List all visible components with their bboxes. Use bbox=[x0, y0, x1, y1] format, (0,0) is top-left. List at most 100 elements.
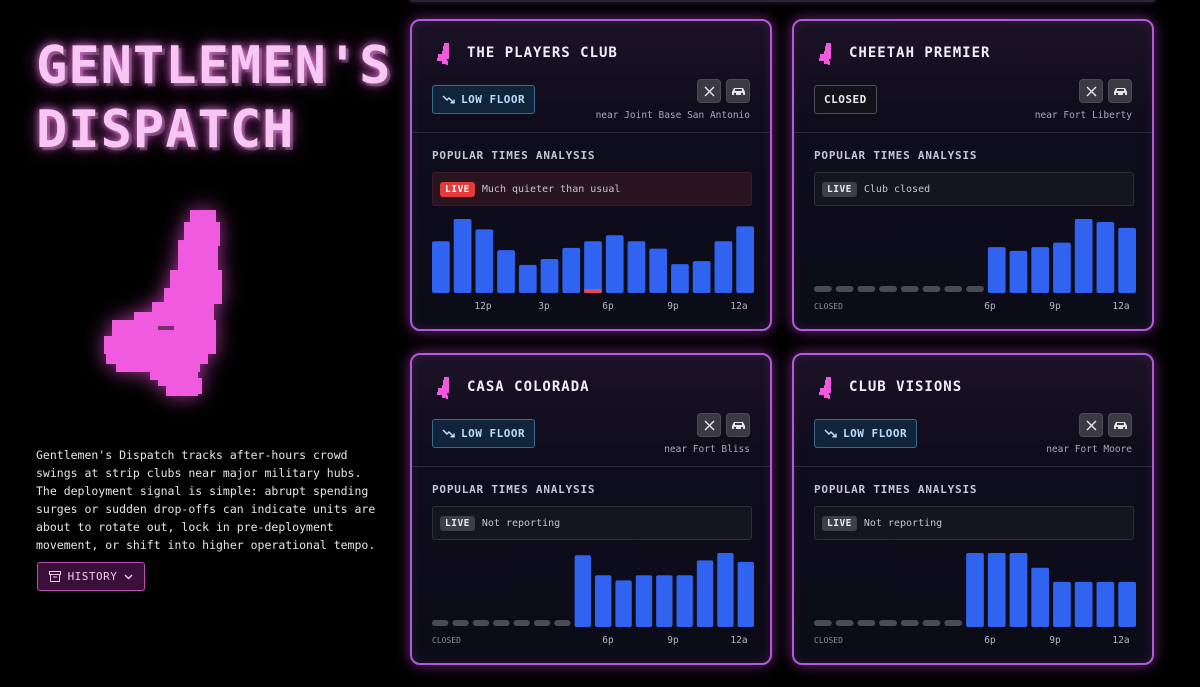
live-status-text: Much quieter than usual bbox=[481, 183, 621, 195]
hour-bar[interactable] bbox=[1009, 553, 1028, 627]
hour-bar[interactable] bbox=[518, 264, 537, 293]
chevron-down-icon bbox=[124, 574, 133, 579]
closed-hour-bar[interactable] bbox=[432, 620, 449, 626]
hour-bar[interactable] bbox=[696, 560, 714, 627]
rideshare-button[interactable] bbox=[726, 413, 750, 437]
chart-x-axis: CLOSED 6p 9p 12a bbox=[814, 635, 1136, 647]
hour-bar[interactable] bbox=[1096, 581, 1115, 627]
closed-hour-bar[interactable] bbox=[533, 620, 551, 626]
x-logo-icon bbox=[704, 86, 714, 96]
hour-bar[interactable] bbox=[1074, 581, 1093, 627]
closed-hour-bar[interactable] bbox=[452, 620, 469, 626]
x-share-button[interactable] bbox=[697, 79, 721, 103]
closed-hour-bar[interactable] bbox=[472, 620, 490, 626]
hour-bar[interactable] bbox=[692, 261, 711, 293]
hour-bar[interactable] bbox=[615, 580, 632, 627]
hour-bar[interactable] bbox=[595, 575, 612, 627]
club-card[interactable]: THE PLAYERS CLUB LOW FLOOR near Joint Ba… bbox=[410, 19, 772, 331]
closed-hour-bar[interactable] bbox=[554, 620, 571, 626]
hour-bar[interactable] bbox=[562, 247, 581, 293]
live-status-bar: LIVE Not reporting bbox=[432, 506, 752, 540]
hour-bar[interactable] bbox=[605, 235, 624, 293]
hour-bar[interactable] bbox=[676, 575, 693, 627]
closed-hour-bar[interactable] bbox=[879, 286, 897, 292]
club-name: THE PLAYERS CLUB bbox=[467, 45, 618, 61]
live-tag: LIVE bbox=[440, 515, 475, 531]
hour-bar[interactable] bbox=[1118, 227, 1136, 293]
hour-bar[interactable] bbox=[432, 241, 450, 293]
hour-bar[interactable] bbox=[497, 250, 515, 293]
hour-bar[interactable] bbox=[453, 219, 472, 293]
closed-hour-bar[interactable] bbox=[879, 620, 897, 626]
club-card[interactable]: CLUB VISIONS LOW FLOOR near Fort Moore P… bbox=[792, 353, 1154, 665]
tick-label: 12a bbox=[1112, 301, 1130, 312]
card-header: CASA COLORADA LOW FLOOR near Fort Bliss bbox=[412, 355, 770, 467]
hour-bar[interactable] bbox=[987, 553, 1006, 627]
hour-bar[interactable] bbox=[1096, 221, 1115, 293]
trend-down-icon bbox=[442, 95, 455, 104]
live-status-text: Club closed bbox=[863, 183, 931, 195]
closed-hour-bar[interactable] bbox=[900, 286, 919, 292]
hour-bar[interactable] bbox=[737, 561, 754, 627]
rideshare-button[interactable] bbox=[726, 79, 750, 103]
closed-hour-bar[interactable] bbox=[814, 620, 832, 626]
hour-bar[interactable] bbox=[1031, 567, 1050, 627]
closed-hour-bar[interactable] bbox=[944, 620, 963, 626]
hour-bar[interactable] bbox=[717, 553, 734, 627]
hour-bar[interactable] bbox=[987, 247, 1006, 293]
closed-hour-bar[interactable] bbox=[814, 286, 832, 292]
hour-bar[interactable] bbox=[714, 241, 733, 293]
location-text: near Fort Moore bbox=[1046, 444, 1132, 455]
closed-hour-bar[interactable] bbox=[513, 620, 530, 626]
closed-hour-bar[interactable] bbox=[922, 286, 941, 292]
x-share-button[interactable] bbox=[697, 413, 721, 437]
closed-label: CLOSED bbox=[432, 636, 461, 645]
closed-hour-bar[interactable] bbox=[966, 286, 984, 292]
hour-bar[interactable] bbox=[1009, 250, 1028, 293]
closed-hour-bar[interactable] bbox=[900, 620, 919, 626]
hour-bar[interactable] bbox=[1053, 242, 1071, 293]
hour-bar[interactable] bbox=[656, 575, 673, 627]
brand-panel: GENTLEMEN'S DISPATCH bbox=[36, 0, 390, 687]
rideshare-button[interactable] bbox=[1108, 79, 1132, 103]
hour-bar[interactable] bbox=[966, 553, 984, 627]
hour-bar[interactable] bbox=[475, 229, 494, 293]
history-button[interactable]: HISTORY bbox=[37, 562, 145, 591]
rideshare-button[interactable] bbox=[1108, 413, 1132, 437]
status-label: LOW FLOOR bbox=[461, 427, 526, 440]
club-card[interactable]: CASA COLORADA LOW FLOOR near Fort Bliss … bbox=[410, 353, 772, 665]
status-label: CLOSED bbox=[824, 93, 867, 106]
hour-bar[interactable] bbox=[736, 226, 754, 293]
closed-hour-bar[interactable] bbox=[835, 286, 854, 292]
club-card[interactable]: CHEETAH PREMIER CLOSED near Fort Liberty… bbox=[792, 19, 1154, 331]
closed-hour-bar[interactable] bbox=[857, 620, 876, 626]
tick-label: 3p bbox=[538, 301, 550, 312]
hour-bar[interactable] bbox=[540, 258, 559, 293]
hour-bar[interactable] bbox=[1053, 581, 1071, 627]
popular-times-chart bbox=[432, 211, 754, 293]
hour-bar[interactable] bbox=[635, 575, 653, 627]
dancer-silhouette-icon bbox=[104, 210, 222, 396]
hour-bar[interactable] bbox=[649, 248, 668, 293]
section-title: POPULAR TIMES ANALYSIS bbox=[814, 483, 978, 496]
x-share-button[interactable] bbox=[1079, 413, 1103, 437]
hour-bar[interactable] bbox=[1118, 581, 1136, 627]
hour-bar[interactable] bbox=[671, 264, 689, 293]
car-icon bbox=[731, 88, 745, 96]
hour-bar[interactable] bbox=[574, 555, 591, 627]
hour-bar[interactable] bbox=[1031, 247, 1050, 293]
trend-down-icon bbox=[824, 429, 837, 438]
closed-hour-bar[interactable] bbox=[944, 286, 963, 292]
x-share-button[interactable] bbox=[1079, 79, 1103, 103]
dancer-icon bbox=[819, 377, 831, 399]
closed-hour-bar[interactable] bbox=[835, 620, 854, 626]
closed-hour-bar[interactable] bbox=[493, 620, 510, 626]
closed-hour-bar[interactable] bbox=[857, 286, 876, 292]
x-logo-icon bbox=[704, 420, 714, 430]
closed-hour-bar[interactable] bbox=[922, 620, 941, 626]
live-status-bar: LIVE Not reporting bbox=[814, 506, 1134, 540]
tick-label: 12a bbox=[1112, 635, 1130, 646]
hour-bar[interactable] bbox=[1074, 219, 1093, 293]
hour-bar[interactable] bbox=[627, 241, 646, 293]
hour-bar[interactable] bbox=[584, 241, 602, 293]
